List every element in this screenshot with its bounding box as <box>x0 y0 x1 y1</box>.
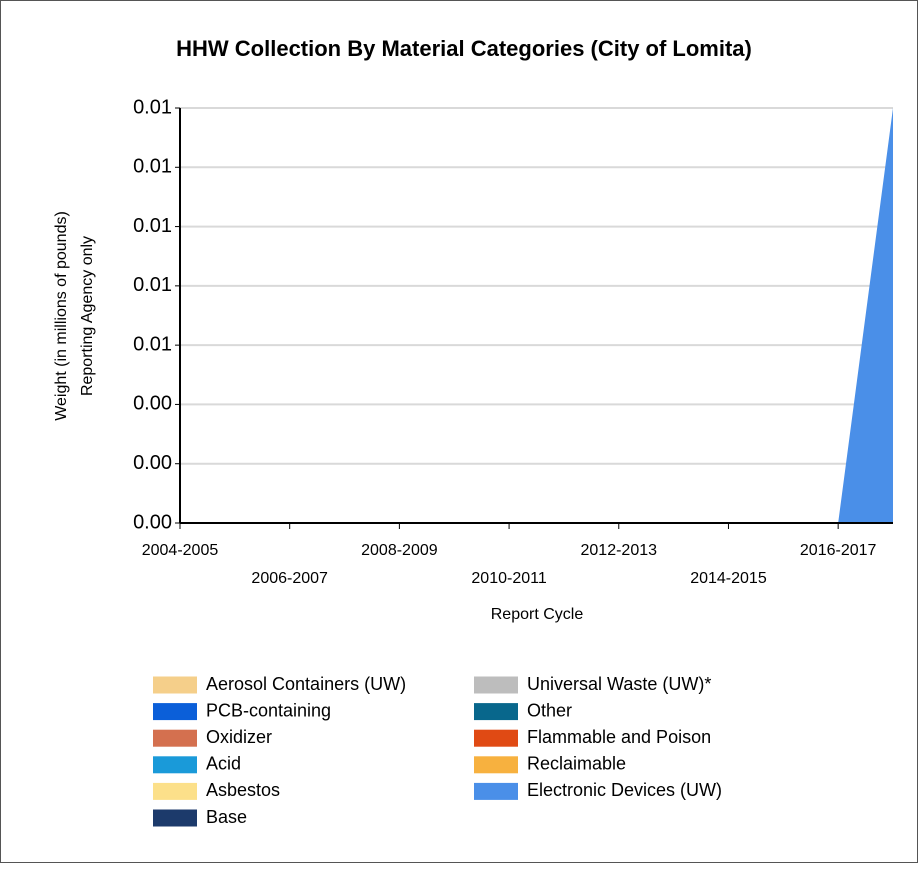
legend-swatch <box>474 676 518 694</box>
x-tick-label: 2016-2017 <box>800 542 877 559</box>
legend-label: Reclaimable <box>527 754 626 774</box>
legend-swatch <box>474 729 518 747</box>
chart-title: HHW Collection By Material Categories (C… <box>176 36 752 61</box>
legend-swatch <box>153 782 197 800</box>
x-tick-label: 2004-2005 <box>142 542 219 559</box>
y-tick-label: 0.01 <box>133 274 172 296</box>
legend-swatch <box>474 756 518 774</box>
legend-label: Asbestos <box>206 780 280 800</box>
legend-label: Other <box>527 700 572 720</box>
x-tick-label: 2006-2007 <box>251 570 328 587</box>
y-tick-label: 0.00 <box>133 511 172 533</box>
y-tick-label: 0.00 <box>133 452 172 474</box>
legend-swatch <box>153 703 197 721</box>
legend-swatch <box>153 729 197 747</box>
y-tick-label: 0.00 <box>133 393 172 415</box>
legend-label: Flammable and Poison <box>527 727 711 747</box>
y-axis-title: Reporting Agency only <box>79 236 96 396</box>
y-tick-label: 0.01 <box>133 96 172 118</box>
legend-swatch <box>474 782 518 800</box>
y-tick-label: 0.01 <box>133 215 172 237</box>
legend-label: Base <box>206 807 247 827</box>
legend-swatch <box>474 703 518 721</box>
legend-swatch <box>153 676 197 694</box>
legend-label: Electronic Devices (UW) <box>527 780 722 800</box>
y-tick-label: 0.01 <box>133 333 172 355</box>
x-tick-label: 2010-2011 <box>471 570 546 587</box>
x-axis-title: Report Cycle <box>491 606 584 623</box>
legend-label: Universal Waste (UW)* <box>527 674 711 694</box>
y-tick-label: 0.01 <box>133 156 172 178</box>
legend-label: Aerosol Containers (UW) <box>206 674 406 694</box>
legend-label: Acid <box>206 754 241 774</box>
legend-swatch <box>153 756 197 774</box>
legend-label: PCB-containing <box>206 700 331 720</box>
y-axis-title: Weight (in millions of pounds) <box>53 211 70 421</box>
x-tick-label: 2008-2009 <box>361 542 438 559</box>
legend-swatch <box>153 809 197 827</box>
x-tick-label: 2012-2013 <box>581 542 658 559</box>
x-tick-label: 2014-2015 <box>690 570 767 587</box>
legend-label: Oxidizer <box>206 727 272 747</box>
